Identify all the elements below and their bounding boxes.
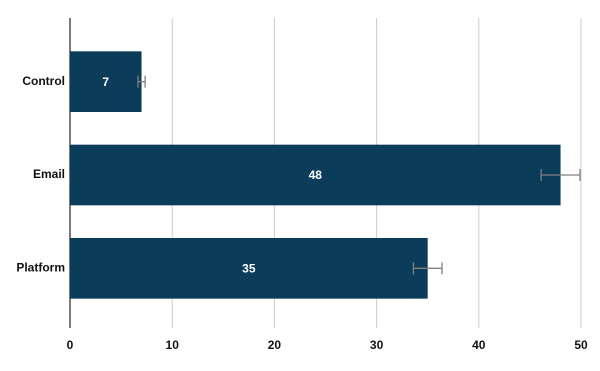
- error-bar: [540, 169, 581, 181]
- x-tick-label: 0: [67, 338, 74, 352]
- x-tick-label: 10: [166, 338, 180, 352]
- value-label: 35: [242, 262, 256, 276]
- x-tick-label: 30: [370, 338, 384, 352]
- error-bar: [412, 262, 443, 275]
- y-tick-label: Email: [33, 167, 65, 181]
- x-tick-label: 40: [472, 338, 486, 352]
- value-label: 7: [102, 75, 109, 89]
- bar: [70, 144, 561, 206]
- bar: [70, 51, 142, 112]
- bar: [70, 238, 428, 299]
- y-tick-label: Control: [22, 74, 65, 88]
- x-tick-label: 20: [268, 338, 282, 352]
- y-tick-label: Platform: [16, 261, 65, 275]
- value-label: 48: [309, 168, 323, 182]
- error-bar: [137, 75, 146, 88]
- x-tick-label: 50: [574, 338, 588, 352]
